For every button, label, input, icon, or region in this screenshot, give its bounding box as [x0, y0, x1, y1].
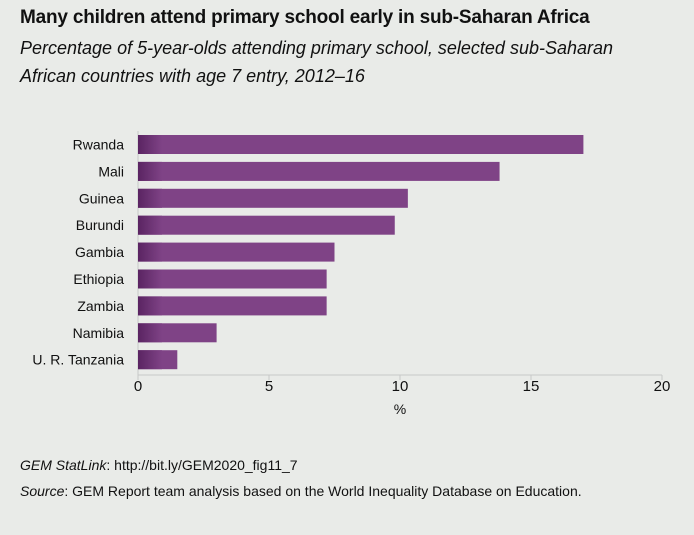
chart-header: Many children attend primary school earl…: [20, 6, 688, 90]
bar: [138, 242, 335, 262]
bar-shade: [138, 188, 162, 208]
chart-subtitle: Percentage of 5-year-olds attending prim…: [20, 38, 614, 86]
bar: [138, 188, 408, 208]
category-label: Namibia: [73, 325, 125, 341]
bar-shade: [138, 161, 162, 181]
statlink-url[interactable]: : http://bit.ly/GEM2020_fig11_7: [106, 457, 298, 473]
bar-shade: [138, 269, 162, 289]
x-axis-label: %: [394, 401, 406, 417]
category-label: Rwanda: [73, 137, 125, 153]
category-label: Burundi: [76, 217, 124, 233]
source-note: Source: GEM Report team analysis based o…: [20, 481, 660, 502]
x-tick-label: 15: [523, 378, 540, 395]
statlink-label: GEM StatLink: [20, 457, 107, 473]
source-text: : GEM Report team analysis based on the …: [64, 483, 582, 499]
bar-shade: [138, 323, 162, 343]
category-label: U. R. Tanzania: [32, 352, 124, 368]
chart-title: Many children attend primary school earl…: [20, 7, 590, 28]
source-label: Source: [20, 483, 65, 499]
x-tick-label: 10: [392, 378, 409, 395]
category-label: Ethiopia: [73, 271, 124, 287]
bar: [138, 215, 395, 235]
x-tick-label: 5: [265, 378, 273, 395]
category-label: Guinea: [79, 190, 124, 206]
bar-shade: [138, 242, 162, 262]
category-label: Gambia: [75, 244, 124, 260]
x-tick-label: 20: [654, 378, 671, 395]
bar: [138, 161, 500, 181]
bar-shade: [138, 215, 162, 235]
x-tick-label: 0: [134, 378, 142, 395]
statlink: GEM StatLink: http://bit.ly/GEM2020_fig1…: [20, 455, 660, 476]
bar: [138, 296, 327, 316]
bar-shade: [138, 135, 162, 154]
bar-shade: [138, 350, 162, 370]
category-label: Zambia: [77, 298, 124, 314]
chart-footer: GEM StatLink: http://bit.ly/GEM2020_fig1…: [20, 455, 660, 502]
bar-shade: [138, 296, 162, 316]
category-label: Mali: [98, 163, 124, 179]
bar: [138, 135, 584, 154]
bar: [138, 269, 327, 289]
